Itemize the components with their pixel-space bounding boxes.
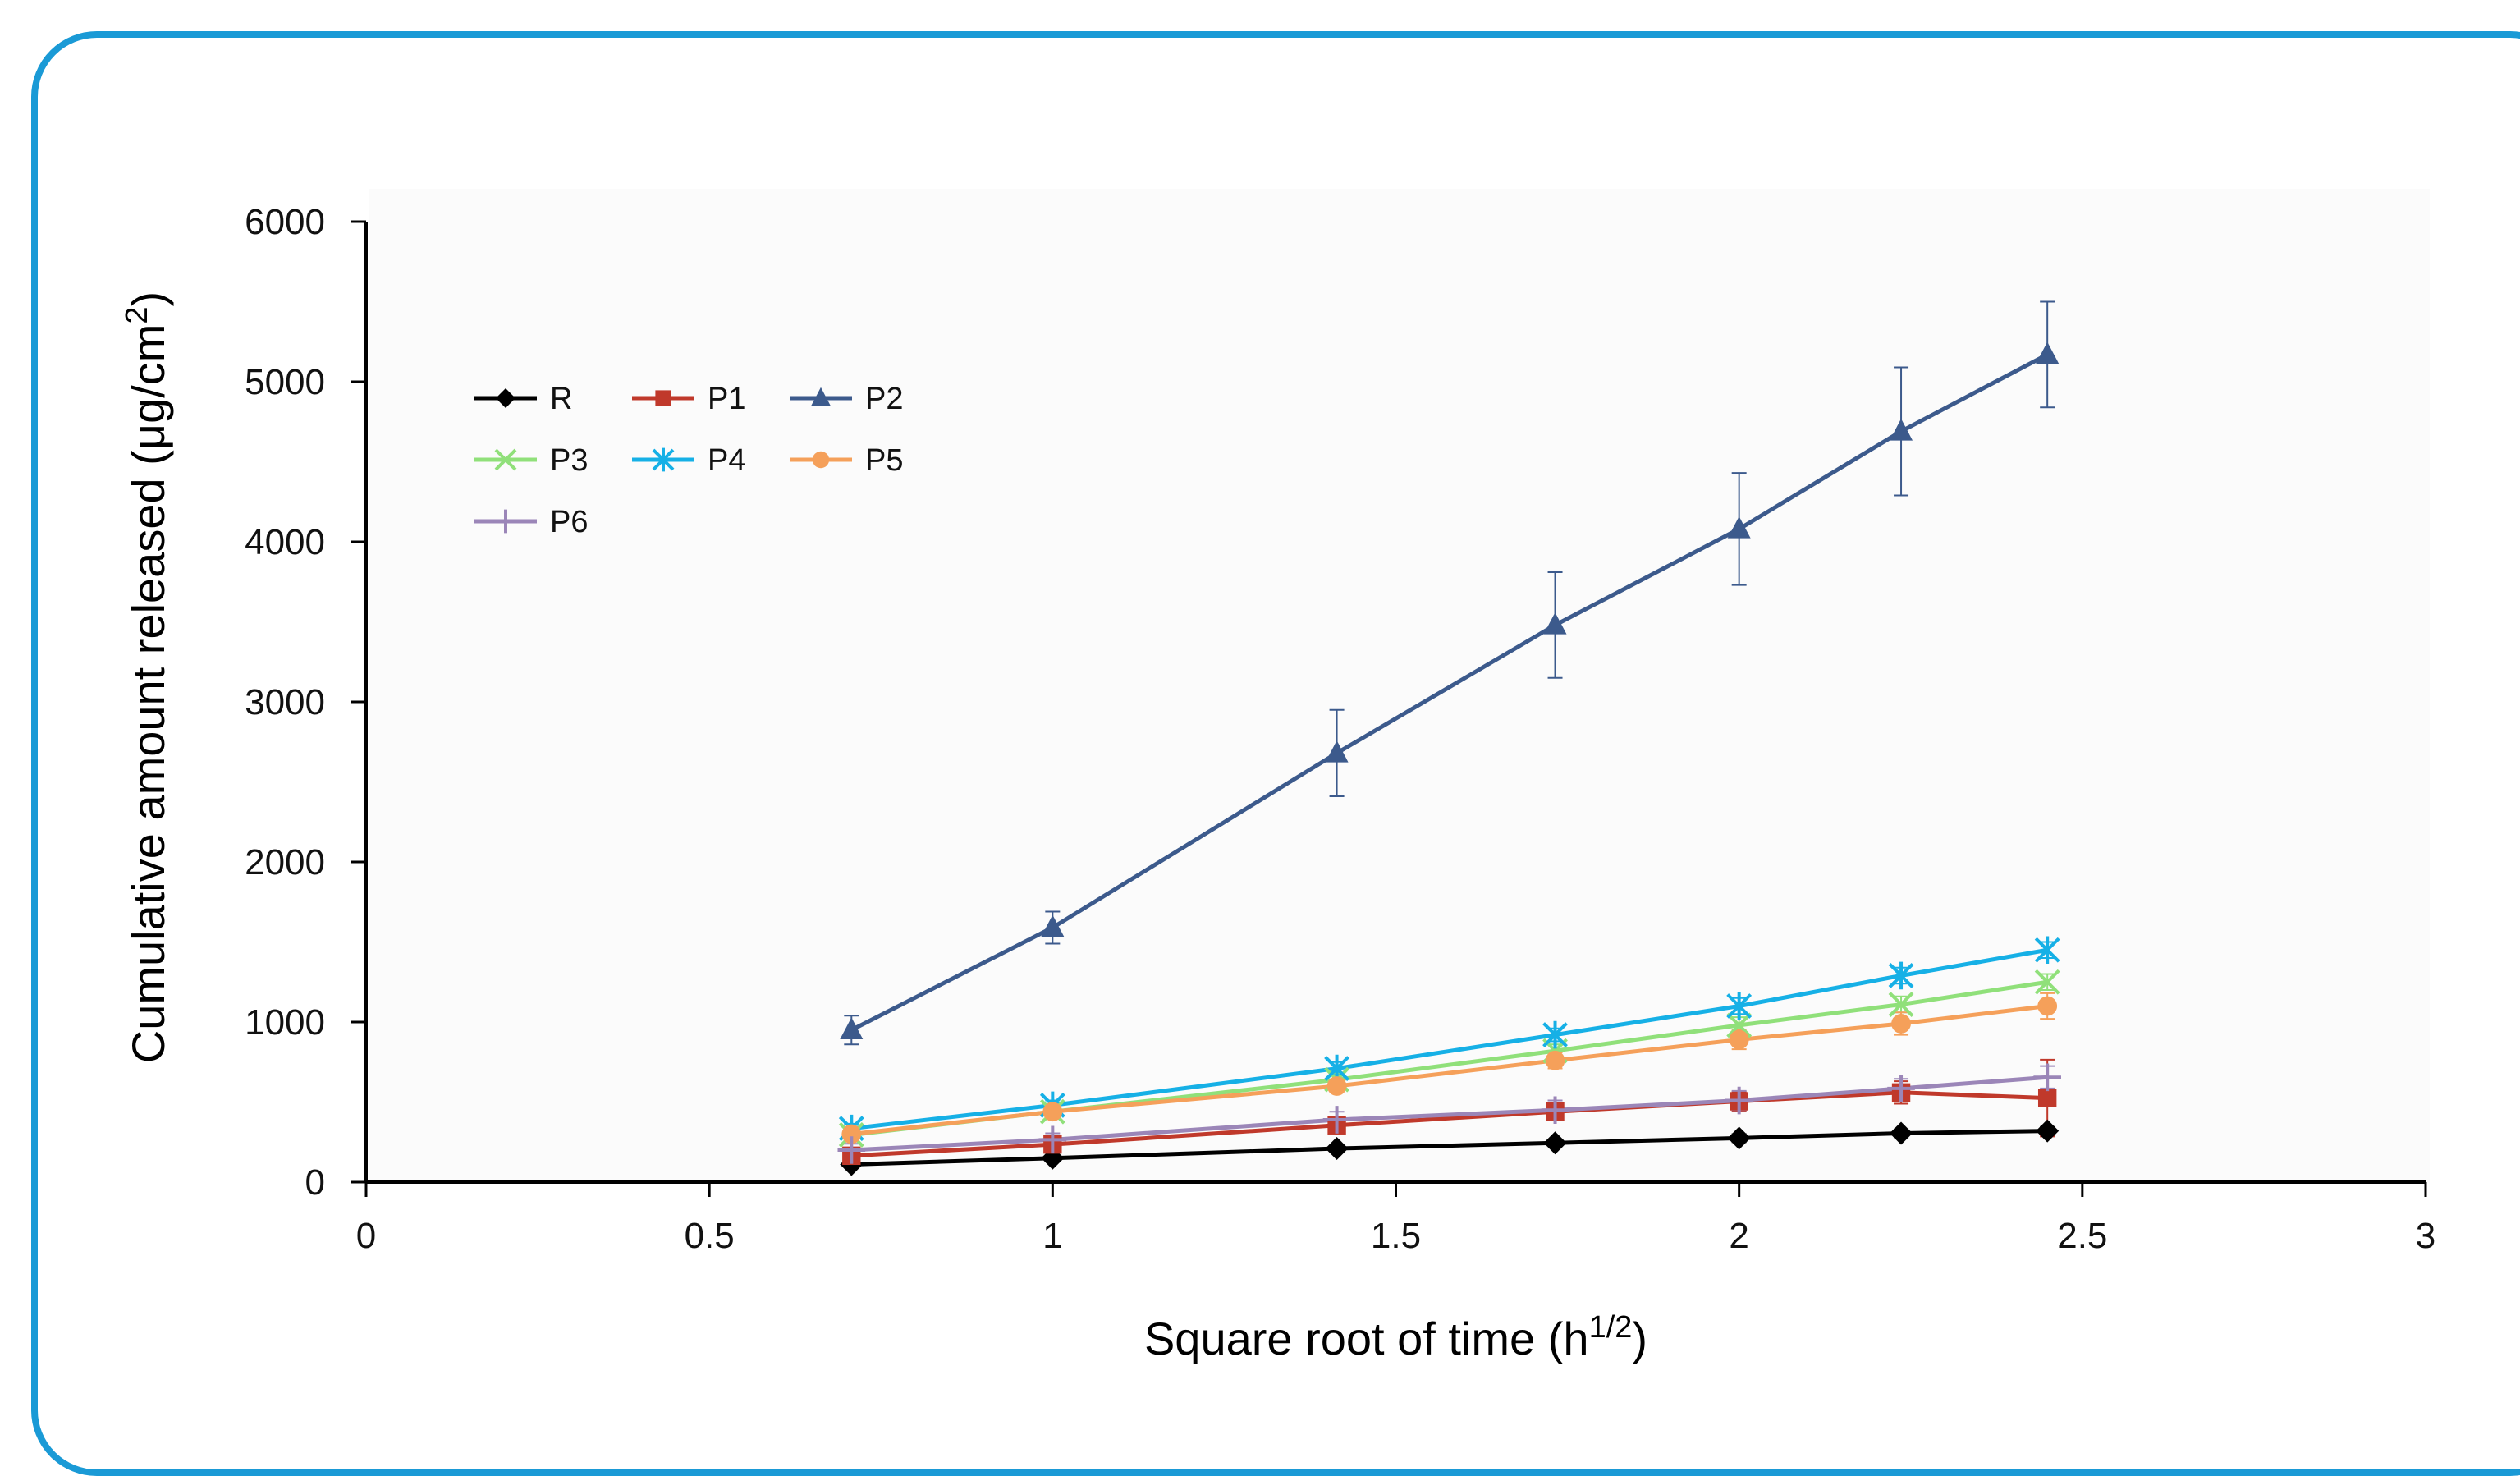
legend-marker-r [496, 388, 515, 408]
data-point-p5 [1326, 1076, 1347, 1096]
y-tick-label: 6000 [245, 202, 325, 242]
data-point-p3 [2034, 969, 2060, 995]
x-tick-label: 3 [2416, 1216, 2435, 1256]
legend-marker-p1 [655, 390, 671, 406]
data-point-p2 [1325, 740, 1349, 763]
x-tick-label: 2.5 [2057, 1216, 2107, 1256]
y-tick-label: 5000 [245, 362, 325, 402]
y-tick-label: 2000 [245, 842, 325, 882]
data-point-p4 [1542, 1020, 1568, 1049]
x-tick-label: 1 [1042, 1216, 1062, 1256]
x-tick-label: 0 [356, 1216, 376, 1256]
y-axis-title-superscript: 2 [120, 306, 154, 323]
data-point-p2 [1727, 516, 1751, 539]
data-point-r [1325, 1137, 1349, 1161]
x-axis-title-main: Square root of time (h [1144, 1313, 1589, 1364]
data-point-p6 [1038, 1125, 1067, 1154]
data-point-r [2036, 1119, 2060, 1143]
legend-marker-p6 [493, 509, 518, 534]
y-axis-title-main: Cumulative amount released (μg/cm [122, 324, 174, 1064]
plot-area-background [369, 189, 2430, 1182]
data-point-p2 [1890, 419, 1913, 441]
data-point-p4 [1888, 961, 1914, 990]
data-point-p6 [837, 1136, 866, 1164]
release-chart: 0 0.5 1 1.5 2 2.5 3 0 1000 2000 3000 4000 5000 6000 R… [120, 189, 2436, 1364]
data-point-p6 [1725, 1086, 1753, 1115]
legend-label-p4: P4 [708, 443, 745, 478]
data-point-p6 [1887, 1075, 1915, 1102]
legend-marker-p2 [811, 387, 831, 406]
data-point-p1 [2037, 1089, 2057, 1107]
x-tick-label: 1.5 [1371, 1216, 1421, 1256]
legend: R P1 P2 P3 P4 P5 P6 [474, 382, 903, 539]
legend-label-p5: P5 [865, 443, 903, 478]
data-point-p2 [2036, 341, 2060, 364]
legend-label-r: R [550, 382, 572, 416]
legend-label-p2: P2 [865, 382, 903, 416]
y-tick-label: 3000 [245, 682, 325, 722]
data-point-p2 [1041, 914, 1065, 937]
y-tick-label: 4000 [245, 522, 325, 562]
legend-label-p6: P6 [550, 505, 588, 539]
data-point-p5 [1891, 1014, 1911, 1034]
data-point-r [1543, 1131, 1567, 1155]
x-tick-label: 2 [1729, 1216, 1748, 1256]
data-point-p5 [1729, 1029, 1749, 1050]
data-point-p5 [1042, 1102, 1063, 1122]
data-point-r [1727, 1126, 1751, 1150]
legend-label-p3: P3 [550, 443, 588, 478]
legend-label-p1: P1 [708, 382, 745, 416]
data-point-p4 [2034, 936, 2060, 965]
data-point-p3 [1726, 1012, 1753, 1038]
data-point-p5 [2037, 996, 2058, 1016]
data-point-p5 [841, 1124, 862, 1144]
y-tick-label: 0 [305, 1162, 325, 1203]
data-point-p3 [1888, 992, 1914, 1017]
data-point-p2 [840, 1017, 864, 1039]
y-axis-title-close: ) [122, 291, 174, 307]
axis-titles: Square root of time (h1/2) Cumulative am… [120, 291, 1647, 1364]
x-axis-title-close: ) [1632, 1313, 1647, 1364]
x-axis-title-superscript: 1/2 [1589, 1310, 1633, 1345]
x-tick-label: 0.5 [685, 1216, 735, 1256]
data-point-p6 [1541, 1096, 1569, 1125]
axes: 0 0.5 1 1.5 2 2.5 3 0 1000 2000 3000 4000 5000 6000 [245, 202, 2435, 1256]
data-point-p5 [1545, 1050, 1565, 1070]
legend-marker-p5 [812, 451, 830, 469]
data-point-p2 [1543, 612, 1567, 635]
y-axis-title: Cumulative amount released (μg/cm2) [120, 291, 174, 1063]
series-markers [837, 341, 2061, 1176]
data-point-p6 [1322, 1106, 1351, 1134]
data-point-r [1890, 1121, 1913, 1145]
data-point-p4 [1726, 992, 1753, 1020]
x-axis-title: Square root of time (h1/2) [1144, 1310, 1647, 1364]
legend-marker-p3 [494, 448, 517, 471]
y-tick-label: 1000 [245, 1002, 325, 1043]
legend-marker-p4 [652, 447, 675, 472]
data-point-p6 [2033, 1063, 2061, 1092]
